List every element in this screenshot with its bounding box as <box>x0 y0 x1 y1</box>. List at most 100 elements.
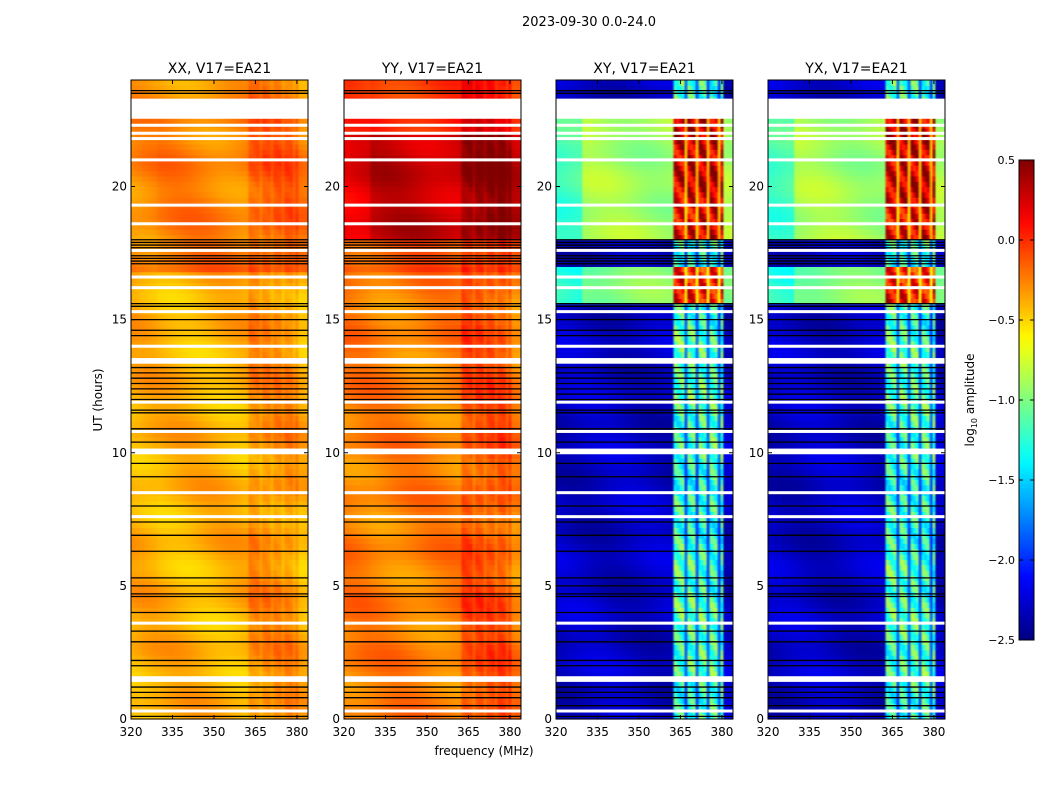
heatmap-row <box>131 223 308 230</box>
flagged-row <box>556 621 733 625</box>
flagged-row <box>556 678 733 682</box>
heatmap-row <box>344 564 521 571</box>
heatmap-row <box>556 287 733 294</box>
heatmap-row <box>768 85 945 92</box>
heatmap-row <box>768 186 945 193</box>
x-tick-label: 320 <box>333 725 356 739</box>
heatmap-row <box>131 154 308 161</box>
heatmap-row <box>768 351 945 358</box>
flagged-row <box>344 621 521 625</box>
flagged-row <box>768 709 945 713</box>
flagged-row <box>768 515 945 519</box>
heatmap-row <box>131 287 308 294</box>
heatmap-row <box>556 298 733 305</box>
heatmap-row <box>768 612 945 619</box>
heatmap-row <box>768 250 945 257</box>
heatmap-row <box>768 207 945 214</box>
flagged-row <box>131 358 308 362</box>
heatmap-row <box>131 516 308 523</box>
heatmap-row <box>344 175 521 182</box>
heatmap-row <box>131 324 308 331</box>
flagged-row <box>131 123 308 127</box>
heatmap-row <box>344 127 521 134</box>
y-tick-label: 10 <box>749 446 764 460</box>
heatmap-row <box>344 660 521 667</box>
heatmap-row <box>768 170 945 177</box>
heatmap-row <box>768 495 945 502</box>
heatmap-row <box>556 330 733 337</box>
heatmap-row <box>556 149 733 156</box>
heatmap-row <box>556 415 733 422</box>
flagged-row <box>556 248 733 252</box>
heatmap-row <box>344 612 521 619</box>
heatmap-row <box>131 191 308 198</box>
y-tick-label: 5 <box>119 579 127 593</box>
colorbar: 0.5 0.0 −0.5 −1.0 −1.5 −2.0 −2.5 <box>988 154 1035 647</box>
flagged-row <box>131 709 308 713</box>
figure-title: 2023-09-30 0.0-24.0 <box>522 15 656 30</box>
heatmap-row <box>556 127 733 134</box>
heatmap-row <box>131 649 308 656</box>
heatmap-row <box>131 479 308 486</box>
heatmap-row <box>131 271 308 278</box>
heatmap-row <box>131 170 308 177</box>
flagged-row <box>768 222 945 226</box>
heatmap-row <box>344 287 521 294</box>
y-tick-label: 15 <box>537 313 552 327</box>
heatmap-row <box>131 612 308 619</box>
heatmap-row <box>344 521 521 528</box>
x-tick-label: 335 <box>798 725 821 739</box>
panel-title: YY, V17=EA21 <box>381 61 483 77</box>
x-tick-label: 380 <box>922 725 945 739</box>
heatmap-row <box>131 500 308 507</box>
heatmap-row <box>556 170 733 177</box>
heatmap-row <box>131 378 308 385</box>
flagged-row <box>131 400 308 404</box>
heatmap-row <box>344 314 521 321</box>
heatmap-row <box>131 80 308 86</box>
y-tick-label: 15 <box>112 313 127 327</box>
flagged-row <box>556 137 733 141</box>
heatmap-row <box>344 388 521 395</box>
panel-frame <box>555 79 734 720</box>
heatmap-row <box>344 585 521 592</box>
heatmap-row <box>556 277 733 283</box>
flagged-row <box>344 222 521 226</box>
panel-xy: XY, V17=EA21 320 335 350 365 380 0 5 10 15 20 <box>537 61 734 739</box>
flagged-row <box>556 158 733 162</box>
heatmap-row <box>131 143 308 150</box>
x-tick-label: 335 <box>374 725 397 739</box>
heatmap-row <box>556 553 733 560</box>
heatmap-row <box>131 601 308 608</box>
heatmap-row <box>768 415 945 422</box>
heatmap-row <box>131 372 308 379</box>
heatmap-row <box>131 484 308 491</box>
flagged-row <box>131 515 308 519</box>
heatmap-row <box>768 527 945 534</box>
flagged-row <box>768 491 945 495</box>
heatmap-row <box>556 601 733 608</box>
heatmap-row <box>344 644 521 651</box>
flagged-row <box>556 448 733 452</box>
heatmap-row <box>344 154 521 161</box>
heatmap-row <box>344 319 521 326</box>
heatmap-row <box>556 351 733 358</box>
colorbar-label-main: log <box>963 428 977 446</box>
flagged-row <box>131 286 308 290</box>
heatmap-row <box>556 687 733 693</box>
heatmap-row <box>768 655 945 662</box>
heatmap-row <box>344 207 521 214</box>
heatmap-row <box>768 687 945 693</box>
heatmap-row <box>768 367 945 374</box>
heatmap-row <box>344 234 521 241</box>
flagged-row <box>556 344 733 348</box>
heatmap-row <box>131 340 308 347</box>
heatmap-row <box>344 277 521 283</box>
heatmap-row <box>556 266 733 273</box>
y-tick-label: 0 <box>119 712 127 726</box>
heatmap-row <box>768 468 945 475</box>
heatmap-row <box>556 511 733 518</box>
heatmap-row <box>556 506 733 512</box>
flagged-row <box>131 131 308 135</box>
heatmap-row <box>131 165 308 172</box>
